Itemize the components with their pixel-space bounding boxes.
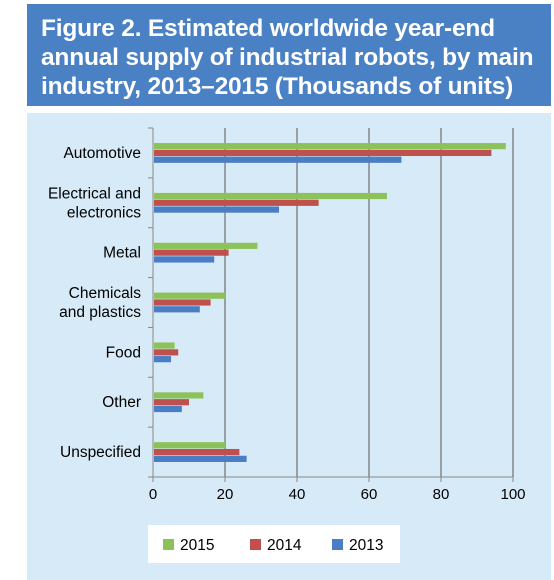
bar-2013 (154, 306, 200, 313)
legend-swatch-2015 (163, 539, 174, 550)
chart-title: Figure 2. Estimated worldwide year-end a… (41, 15, 534, 100)
bar-2015 (154, 143, 506, 150)
x-tick-label: 80 (433, 486, 450, 503)
bar-2013 (154, 405, 182, 413)
x-tick-label: 100 (500, 486, 525, 503)
category-label: and plastics (59, 304, 141, 321)
bar-2015 (154, 442, 225, 449)
x-tick-label: 0 (149, 486, 157, 503)
title-bar: Figure 2. Estimated worldwide year-end a… (27, 4, 551, 106)
category-label: Chemicals (69, 285, 142, 302)
bar-2014 (154, 448, 240, 456)
legend-label-2015: 2015 (180, 537, 214, 554)
category-label: Electrical and (48, 185, 141, 202)
bar-2014 (154, 249, 229, 256)
bar-2014 (154, 299, 211, 306)
bar-2014 (154, 149, 492, 157)
bar-2014 (154, 349, 179, 356)
bar-2015 (154, 242, 258, 249)
bar-2015 (154, 392, 204, 399)
legend-swatch-2014 (250, 539, 261, 550)
bar-2013 (154, 256, 215, 263)
category-label: Unspecified (60, 444, 141, 461)
category-label: Automotive (63, 145, 141, 162)
legend-swatch-2013 (332, 539, 343, 550)
bar-2015 (154, 292, 225, 299)
bar-2013 (154, 206, 279, 213)
bar-2013 (154, 156, 402, 163)
x-tick-label: 20 (217, 486, 234, 503)
category-label: Metal (103, 245, 141, 262)
bar-2014 (154, 199, 319, 206)
category-label: Food (106, 344, 141, 361)
bar-2013 (154, 356, 171, 363)
x-tick-label: 40 (289, 486, 306, 503)
bar-2015 (154, 192, 387, 200)
chart-panel (27, 113, 551, 580)
legend-label-2014: 2014 (267, 537, 302, 554)
legend-background (148, 525, 400, 563)
bar-2014 (154, 399, 189, 406)
category-label: electronics (67, 204, 141, 221)
x-tick-label: 60 (361, 486, 378, 503)
legend-label-2013: 2013 (349, 537, 383, 554)
bar-2013 (154, 455, 247, 462)
bar-2015 (154, 342, 175, 349)
category-label: Other (102, 394, 141, 411)
